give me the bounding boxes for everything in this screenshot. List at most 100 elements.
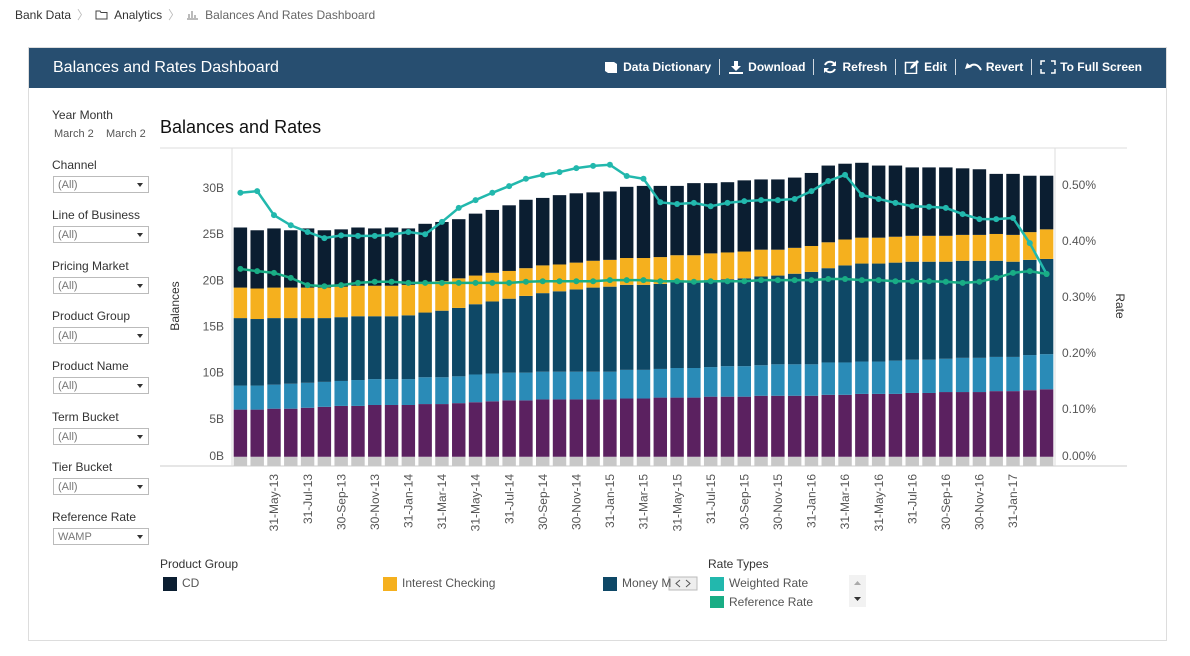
bar-segment [250,230,264,289]
bar-segment [1006,391,1020,457]
bar-segment [670,255,684,283]
legend-swatch [603,577,617,591]
bar-segment [838,456,852,466]
bar-segment [703,280,718,368]
rate-point [287,274,294,281]
rate-point [606,161,613,168]
bar-segment [250,385,264,410]
bar-segment [519,400,533,457]
legend-entry[interactable]: CD [163,576,200,591]
filter-dropdown[interactable]: (All) [53,377,149,395]
bar-segment [569,193,584,263]
legend-entry[interactable]: Money M [603,576,671,591]
bar-segment [687,282,701,369]
rate-point [791,277,798,284]
rate-point [892,199,899,206]
bar-segment [905,235,919,262]
rate-point [976,278,983,285]
bar-segment [771,249,785,276]
bar-segment [1006,456,1020,466]
bar-segment [536,293,550,372]
rate-point [724,199,731,206]
filter-dropdown[interactable]: WAMP [53,528,149,546]
rate-point [606,277,613,284]
legend-scrollbar[interactable] [849,575,866,607]
breadcrumb-item[interactable]: Bank Data [15,7,72,22]
download-button[interactable]: Download [719,59,813,75]
filter-dropdown[interactable]: (All) [53,427,149,445]
rate-point [690,278,697,285]
full-screen-button[interactable]: To Full Screen [1031,59,1150,75]
legend-entry[interactable]: Weighted Rate [710,576,808,591]
bar-segment [233,318,248,386]
y-tick-label: 15B [203,320,224,334]
bar-segment [384,456,399,466]
filter-dropdown[interactable]: (All) [53,276,149,294]
year-month-value[interactable]: March 2 [54,128,94,140]
bar-segment [452,403,466,457]
year-month-value[interactable]: March 2 [106,128,146,140]
bar-segment [317,406,332,457]
rate-point [237,189,244,196]
rate-point [707,278,714,285]
toolbar: Data Dictionary Download Refresh Edit Re… [595,59,1150,75]
bar-segment [284,408,298,457]
edit-button[interactable]: Edit [895,59,955,75]
legend-entry[interactable]: Reference Rate [710,595,813,610]
bar-segment [804,172,819,246]
bar-segment [1023,259,1037,356]
bar-segment [468,402,483,457]
bar-segment [502,298,516,373]
legend-entry[interactable]: Interest Checking [383,576,495,591]
bar-segment [687,255,701,283]
x-tick-label: 31-Jan-15 [603,474,617,528]
bar-segment [787,273,802,365]
legend-scroll[interactable] [668,576,698,591]
bar-segment [384,285,399,317]
rate-point [338,232,345,239]
breadcrumb-item[interactable]: Analytics [114,7,163,22]
bar-segment [1039,456,1054,466]
filter-label: Channel [52,158,97,172]
bar-segment [418,223,432,283]
bar-segment [871,393,886,457]
bar-segment [905,167,919,236]
y-tick-label: 10B [203,366,224,380]
bar-segment [1006,234,1020,262]
data-dictionary-button[interactable]: Data Dictionary [595,59,719,75]
filter-dropdown[interactable]: (All) [53,326,149,344]
bar-segment [586,371,600,400]
refresh-button[interactable]: Refresh [813,59,895,75]
bar-segment [1039,175,1054,230]
rate-point [371,232,378,239]
bar-segment [972,456,987,466]
bar-segment [922,261,936,360]
bar-segment [1006,173,1020,235]
bar-segment [351,227,365,286]
bar-segment [838,394,852,457]
rate-point [942,204,949,211]
filter-dropdown[interactable]: (All) [53,477,149,495]
rate-point [808,188,815,195]
bar-segment [972,392,987,457]
rate-point [741,278,748,285]
bar-segment [250,288,264,320]
x-tick-label: 31-Jul-14 [502,474,516,524]
rate-point [758,277,765,284]
filter-dropdown[interactable]: (All) [53,176,149,193]
filter-label: Term Bucket [52,409,119,424]
bar-segment [888,360,903,394]
rate-point [489,189,496,196]
revert-button[interactable]: Revert [954,59,1031,75]
rate-point [573,165,580,172]
bar-segment [452,219,466,279]
rate-point [724,278,731,285]
bar-segment [233,409,248,457]
filter-dropdown[interactable]: (All) [53,226,149,244]
legend-label: Interest Checking [402,576,495,590]
bar-segment [586,287,600,372]
bar-segment [519,295,533,373]
bar-segment [300,228,315,288]
bar-segment [619,398,634,457]
bar-segment [317,287,332,319]
